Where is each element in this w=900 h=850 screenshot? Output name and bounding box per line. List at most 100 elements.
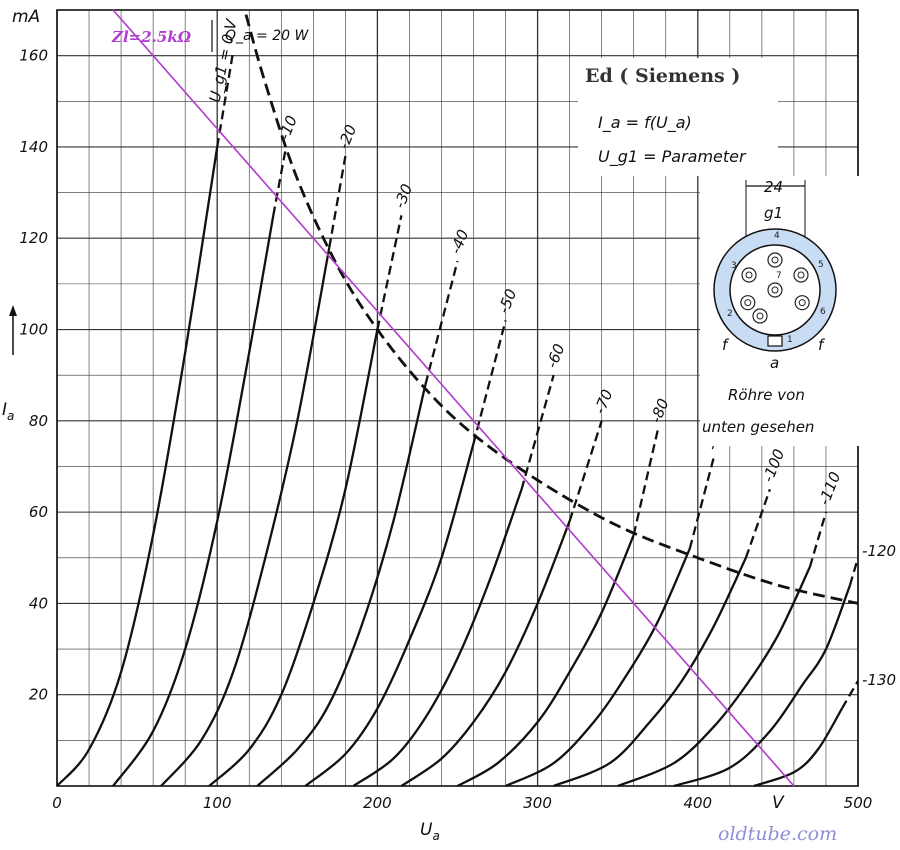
- grid-voltage-curves: [56, 50, 860, 788]
- socket-key: [767, 335, 783, 347]
- y-tick-label: 120: [19, 229, 48, 247]
- curve-ug1-7-extension: [568, 420, 603, 522]
- svg-text:Ia: Ia: [2, 400, 14, 423]
- x-unit-label: V: [772, 793, 785, 813]
- x-tick-label: 300: [523, 794, 552, 812]
- curve-label: -50: [495, 286, 521, 315]
- pin-number: 7: [776, 271, 782, 281]
- y-axis-ticks: 20 40 60 80 100 120 140 160: [19, 47, 48, 704]
- curve-ug1-2: [160, 247, 331, 787]
- curve-ug1-8: [456, 534, 635, 788]
- filament-left-label: f: [722, 336, 730, 354]
- pinout-dimension: 24: [764, 178, 783, 196]
- formula-line-2: U_g1 = Parameter: [598, 147, 747, 167]
- curve-label: -100: [759, 446, 788, 484]
- chart-title: Ed ( Siemens ): [585, 65, 740, 87]
- y-tick-label: 100: [19, 321, 48, 339]
- pin-number: 6: [820, 307, 826, 317]
- pin-hole-inner: [797, 271, 805, 279]
- x-tick-label: 100: [203, 794, 232, 812]
- x-axis-title: Ua: [420, 820, 440, 843]
- curve-ug1-12-extension: [848, 557, 860, 586]
- curve-ug1-10: [553, 557, 747, 788]
- formula-line-1: I_a = f(U_a): [598, 113, 692, 133]
- curve-ug1-5: [304, 443, 475, 787]
- pin-hole-inner: [771, 286, 779, 294]
- pin-hole: [794, 295, 810, 311]
- curve-ug1-4-extension: [424, 260, 459, 385]
- pin-hole: [793, 267, 809, 283]
- pin-hole-inner: [744, 299, 752, 307]
- curve-ug1-5-extension: [472, 320, 507, 444]
- anode-label: a: [770, 354, 779, 372]
- curve-ug1-11-extension: [808, 511, 828, 568]
- pinout-caption-line-2: unten gesehen: [702, 418, 814, 436]
- curve-ug1-11: [617, 566, 811, 788]
- curve-ug1-13-extension: [840, 680, 859, 709]
- curve-ug1-12: [673, 584, 852, 788]
- x-axis-ticks: 0 100 200 300 400 500: [52, 794, 872, 812]
- y-tick-label: 20: [29, 686, 48, 704]
- curve-ug1-9-extension: [688, 457, 715, 549]
- curve-label: -110: [815, 469, 844, 507]
- curve-label: -130: [862, 671, 896, 689]
- pin-hole-inner: [756, 312, 764, 320]
- y-unit-label: mA: [12, 7, 40, 27]
- dissipation-label: Q_a = 20 W: [225, 28, 309, 44]
- curve-ug1-13: [753, 707, 843, 788]
- curve-ug1-0: [56, 146, 219, 787]
- y-tick-label: 160: [19, 47, 48, 65]
- pin-hole: [767, 252, 783, 268]
- load-line: [112, 9, 795, 787]
- pinout-g1-label: g1: [764, 204, 783, 222]
- pin-hole: [767, 282, 783, 298]
- pin-number: 1: [787, 335, 793, 345]
- max-dissipation-curve: [244, 14, 859, 605]
- pin-number: 4: [774, 231, 780, 241]
- curve-label: -60: [543, 341, 569, 370]
- curve-ug1-4: [256, 384, 427, 787]
- pin-number: 3: [731, 261, 737, 271]
- curve-ug1-9: [505, 548, 691, 788]
- title-box: [578, 58, 778, 176]
- pin-hole-inner: [745, 271, 753, 279]
- pin-hole-inner: [771, 256, 779, 264]
- pin-number: 2: [727, 309, 733, 319]
- watermark: oldtube.com: [718, 823, 837, 845]
- curve-ug1-8-extension: [632, 429, 659, 536]
- curve-label: -40: [447, 227, 473, 256]
- curve-ug1-1-extension: [272, 146, 288, 216]
- x-tick-label: 0: [52, 794, 62, 812]
- filament-right-label: f: [818, 336, 826, 354]
- curve-ug1-7: [400, 520, 571, 787]
- curve-label: -30: [390, 181, 416, 210]
- x-tick-label: 500: [844, 794, 873, 812]
- curve-label: -120: [862, 542, 896, 560]
- pin-number: 5: [818, 260, 824, 270]
- curve-ug1-0-extension: [216, 50, 235, 148]
- y-axis-title: Ia: [2, 305, 17, 423]
- pin-hole: [752, 308, 768, 324]
- pin-hole: [740, 295, 756, 311]
- y-tick-label: 80: [29, 412, 48, 430]
- pin-hole: [741, 267, 757, 283]
- curve-ug1-3: [208, 329, 379, 787]
- x-tick-label: 200: [363, 794, 392, 812]
- y-tick-label: 140: [19, 138, 48, 156]
- x-tick-label: 400: [683, 794, 712, 812]
- curve-ug1-3-extension: [376, 215, 403, 330]
- y-tick-label: 40: [29, 594, 48, 612]
- tube-socket-pinout: 24 g1 1 2 3 4 5 6 7 f f a Röhre von unten gese…: [700, 176, 870, 446]
- curve-ug1-1: [112, 215, 275, 787]
- pinout-caption-line-1: Röhre von: [728, 386, 805, 404]
- curve-label: -70: [591, 387, 617, 416]
- socket-pins: 1 2 3 4 5 6 7: [727, 231, 826, 345]
- svg-text:Ua: Ua: [420, 820, 440, 843]
- curve-ug1-2-extension: [328, 155, 347, 248]
- curve-ug1-6-extension: [520, 374, 555, 490]
- curve-ug1-6: [352, 488, 523, 787]
- curve-ug1-10-extension: [744, 488, 771, 559]
- load-line-label: Zl=2.5kΩ: [111, 28, 192, 46]
- pin-hole-inner: [798, 299, 806, 307]
